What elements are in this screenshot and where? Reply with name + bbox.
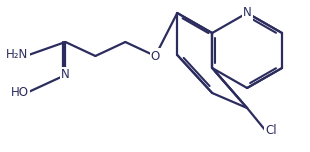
Text: O: O [151, 50, 160, 62]
Text: HO: HO [11, 85, 29, 98]
Text: N: N [243, 7, 251, 19]
Text: Cl: Cl [265, 123, 277, 136]
Text: H₂N: H₂N [6, 48, 29, 62]
Text: N: N [61, 69, 70, 81]
